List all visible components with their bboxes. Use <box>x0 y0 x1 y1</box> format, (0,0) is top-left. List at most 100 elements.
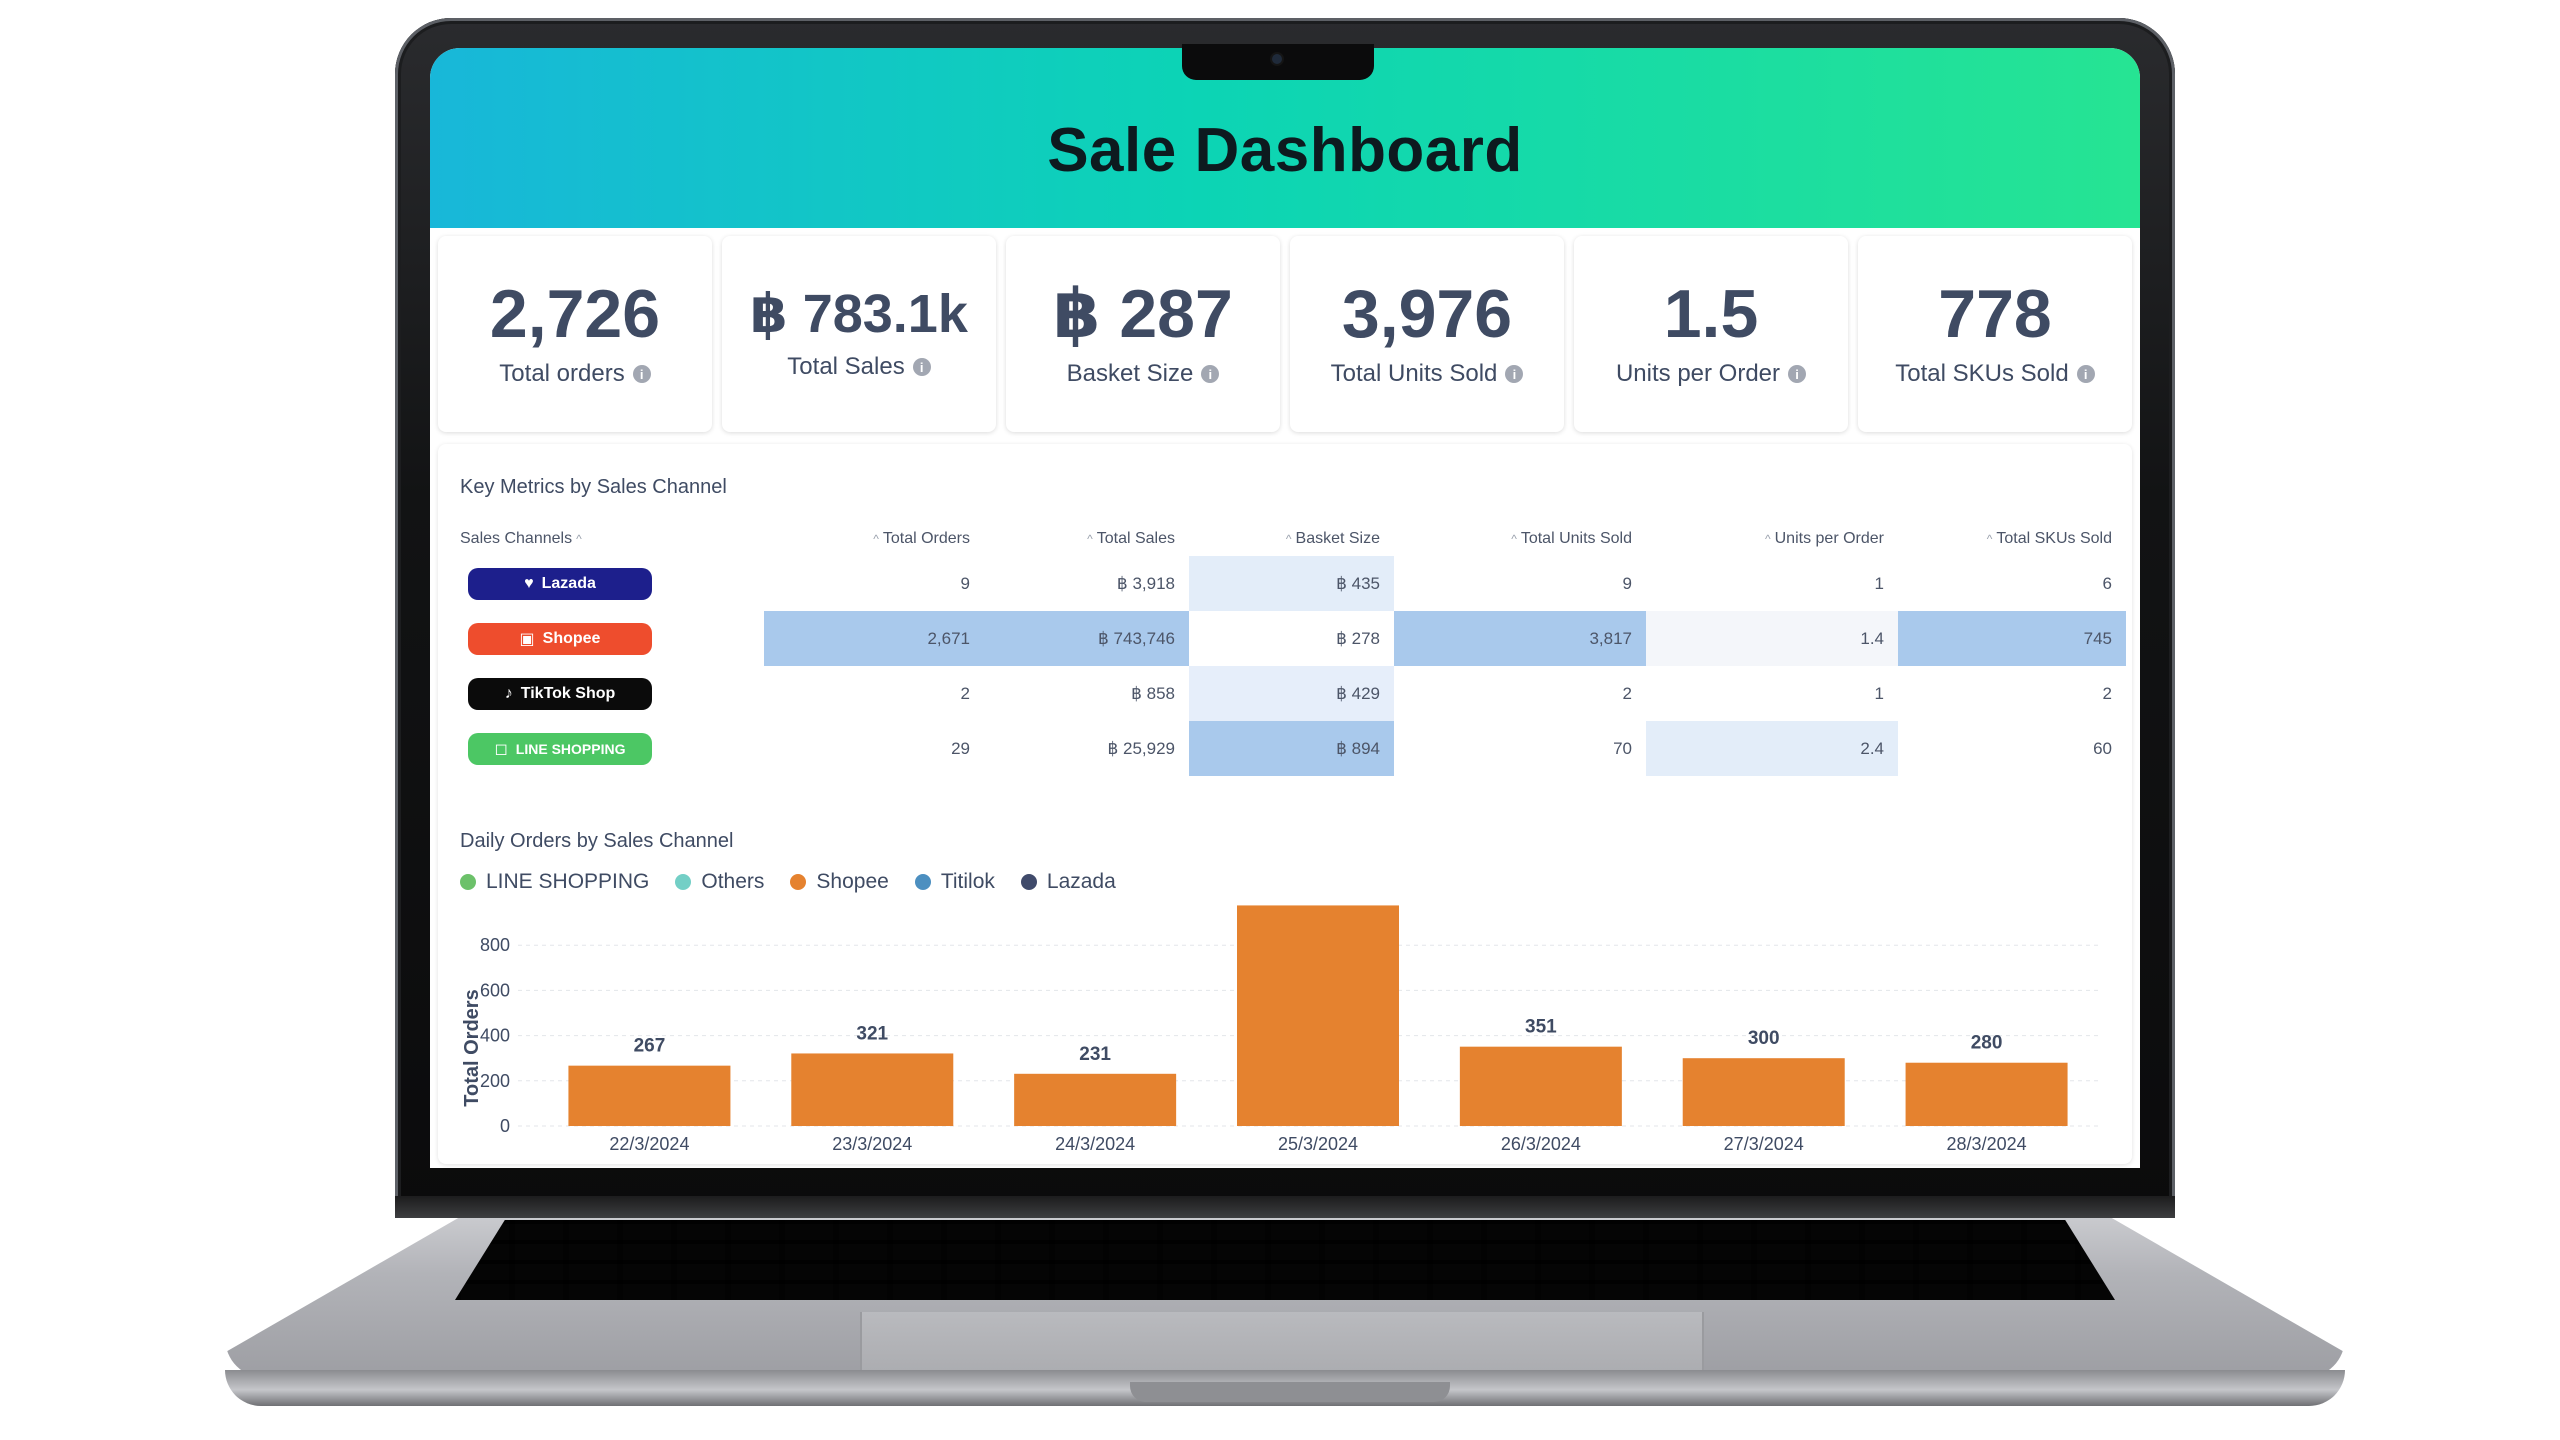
info-icon[interactable]: i <box>1788 365 1807 383</box>
info-icon[interactable]: i <box>2076 365 2095 383</box>
kpi-label: Total SKUs Sold i <box>1895 360 2095 388</box>
kpi-label-text: Units per Order <box>1615 360 1781 387</box>
x-tick-label: 22/3/2024 <box>609 1134 689 1154</box>
bar-value-label: 267 <box>634 1036 666 1057</box>
page-title: Sale Dashboard <box>1047 115 1523 185</box>
info-icon[interactable]: i <box>1201 365 1220 383</box>
kpi-card-total-orders: 2,726 Total orders i <box>438 236 712 432</box>
table-cell: 70 <box>1394 721 1646 776</box>
kpi-card-total-sales: ฿ 783.1k Total Sales i <box>722 236 996 432</box>
laptop-hinge <box>395 1196 2175 1218</box>
legend-dot <box>1020 874 1037 890</box>
channel-badge-line-shopping[interactable]: ◻ LINE SHOPPING <box>468 732 652 765</box>
kpi-card-basket-size: ฿ 287 Basket Size i <box>1006 236 1280 432</box>
kpi-value: ฿ 287 <box>1053 276 1233 352</box>
column-header-basket-size[interactable]: ^ Basket Size <box>1189 522 1394 556</box>
legend-label: Lazada <box>1046 870 1116 893</box>
shopping-bag-icon: ▣ <box>519 630 535 648</box>
camera-icon <box>1272 54 1282 64</box>
x-tick-label: 23/3/2024 <box>832 1134 912 1154</box>
info-icon[interactable]: i <box>1505 365 1524 383</box>
label-layer: 0 200 400 600 800 267 22/3/2024 321 23/3/2024 231… <box>480 935 2027 1154</box>
table-cell: 2 <box>1394 666 1646 721</box>
sort-caret-icon: ^ <box>1087 532 1093 546</box>
column-header-label: Total Units Sold <box>1520 530 1632 547</box>
kpi-label: Total Units Sold i <box>1331 360 1524 388</box>
table-cell: ฿ 25,929 <box>984 721 1189 776</box>
table-cell: 2 <box>1898 666 2126 721</box>
table-cell: ฿ 278 <box>1189 611 1394 666</box>
kpi-card-units-per-order: 1.5 Units per Order i <box>1574 236 1848 432</box>
column-header-label: Units per Order <box>1774 530 1884 547</box>
legend-item-line-shopping[interactable]: LINE SHOPPING <box>460 870 649 894</box>
channel-badge-shopee[interactable]: ▣ Shopee <box>468 622 652 655</box>
table-header-row: Sales Channels ^ ^ Total Orders ^ Total Sal… <box>460 522 2126 556</box>
table-cell: 60 <box>1898 721 2126 776</box>
column-header-units-per-order[interactable]: ^ Units per Order <box>1646 522 1898 556</box>
kpi-label-text: Total orders <box>499 360 625 387</box>
legend-item-lazada[interactable]: Lazada <box>1020 870 1116 894</box>
key-metrics-table: Sales Channels ^ ^ Total Orders ^ Total Sal… <box>460 522 2126 776</box>
column-header-label: Total SKUs Sold <box>1996 530 2112 547</box>
kpi-label: Basket Size i <box>1067 360 1220 388</box>
legend-item-shopee[interactable]: Shopee <box>790 870 889 894</box>
legend-item-tiktok[interactable]: Titilok <box>914 870 995 894</box>
table-cell: ฿ 858 <box>984 666 1189 721</box>
bar[interactable] <box>1014 1073 1177 1126</box>
table-cell: 2 <box>764 666 984 721</box>
channel-name: Shopee <box>542 629 601 647</box>
x-tick-label: 24/3/2024 <box>1055 1134 1135 1154</box>
dashboard-header: Sale Dashboard <box>430 48 2140 228</box>
bar[interactable] <box>1682 1058 1845 1126</box>
table-body: ♥ Lazada 9 ฿ 3,918 ฿ 435 9 1 6 ▣ Shopee 2,… <box>460 556 2126 776</box>
channel-name: TikTok Shop <box>520 684 616 702</box>
bar[interactable] <box>791 1053 954 1126</box>
table-cell: 745 <box>1898 611 2126 666</box>
y-tick-label: 200 <box>480 1071 510 1091</box>
chart-legend: LINE SHOPPING Others Shopee Titilok Laza… <box>460 870 1116 894</box>
key-metrics-title: Key Metrics by Sales Channel <box>460 476 727 498</box>
kpi-value: 778 <box>1938 276 2052 352</box>
kpi-card-total-units-sold: 3,976 Total Units Sold i <box>1290 236 1564 432</box>
channel-badge-tiktok-shop[interactable]: ♪ TikTok Shop <box>468 677 652 710</box>
kpi-value: ฿ 783.1k <box>750 284 968 344</box>
table-row: ♪ TikTok Shop 2 ฿ 858 ฿ 429 2 1 2 <box>460 666 2126 721</box>
y-tick-label: 0 <box>500 1116 510 1136</box>
laptop-screen: Sale Dashboard 2,726 Total orders i ฿ 783… <box>430 48 2140 1168</box>
channel-cell: ♥ Lazada <box>460 556 764 611</box>
info-icon[interactable]: i <box>632 365 651 383</box>
legend-dot <box>675 874 692 890</box>
column-header-total-sales[interactable]: ^ Total Sales <box>984 522 1189 556</box>
table-cell: 29 <box>764 721 984 776</box>
kpi-label: Total Sales i <box>787 353 931 381</box>
kpi-label-text: Basket Size <box>1066 360 1194 387</box>
info-icon[interactable]: i <box>912 358 931 376</box>
bar[interactable] <box>568 1065 731 1126</box>
channel-panel: Key Metrics by Sales Channel Sales Chann… <box>438 444 2132 1164</box>
column-header-total-skus-sold[interactable]: ^ Total SKUs Sold <box>1898 522 2126 556</box>
table-cell: 6 <box>1898 556 2126 611</box>
legend-dot <box>914 874 931 890</box>
x-tick-label: 27/3/2024 <box>1724 1134 1804 1154</box>
channel-badge-lazada[interactable]: ♥ Lazada <box>468 567 652 600</box>
sort-caret-icon: ^ <box>1511 532 1517 546</box>
legend-label: Titilok <box>940 870 995 893</box>
column-header-label: Sales Channels <box>460 530 573 547</box>
kpi-label: Total orders i <box>499 360 651 388</box>
bar[interactable] <box>1237 905 1399 1126</box>
column-header-sales-channels[interactable]: Sales Channels ^ <box>460 522 764 556</box>
table-cell: 9 <box>764 556 984 611</box>
bar[interactable] <box>1905 1062 2068 1126</box>
column-header-total-orders[interactable]: ^ Total Orders <box>764 522 984 556</box>
table-cell: ฿ 894 <box>1189 721 1394 776</box>
y-tick-label: 800 <box>480 935 510 955</box>
legend-dot <box>460 874 476 890</box>
y-axis-label: Total Orders <box>461 989 483 1106</box>
bar[interactable] <box>1459 1046 1622 1126</box>
bar-value-label: 231 <box>1079 1044 1111 1065</box>
legend-item-others[interactable]: Others <box>675 870 764 894</box>
legend-dot <box>790 874 807 890</box>
bar-value-label: 351 <box>1525 1017 1557 1038</box>
kpi-card-total-skus-sold: 778 Total SKUs Sold i <box>1858 236 2132 432</box>
column-header-total-units-sold[interactable]: ^ Total Units Sold <box>1394 522 1646 556</box>
